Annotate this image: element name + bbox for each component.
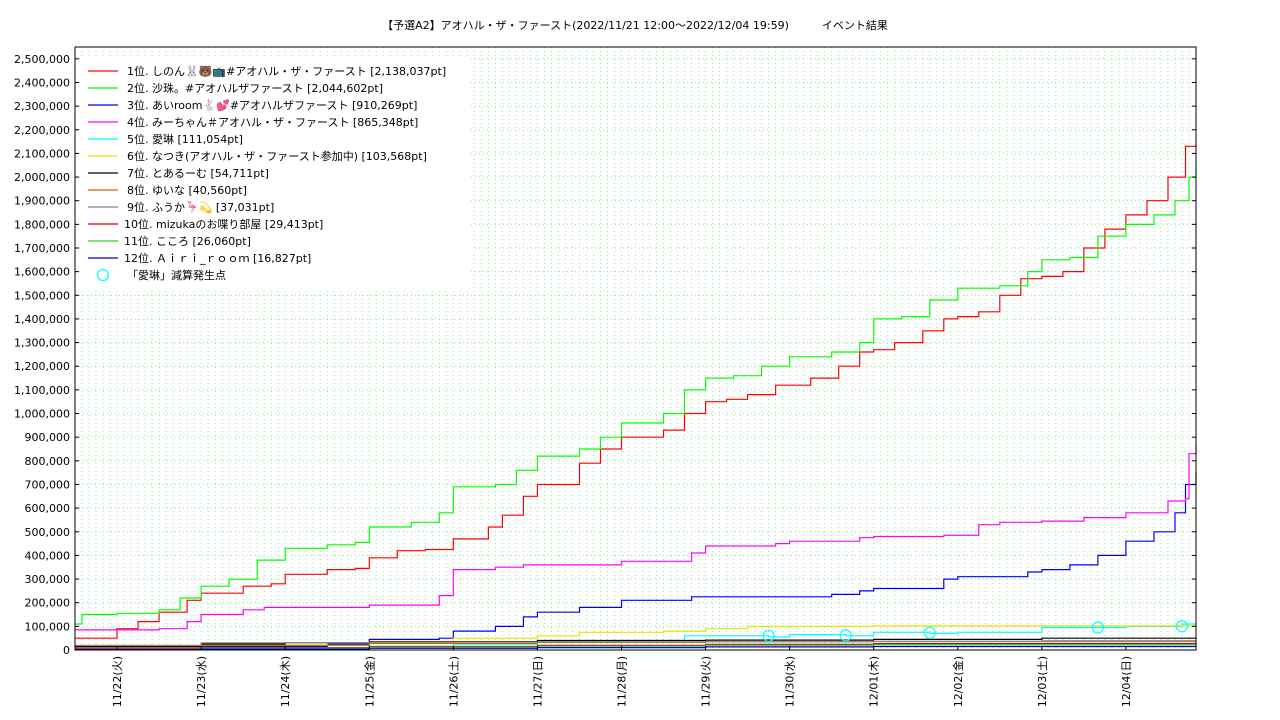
series-line-7 [75,637,1197,648]
x-tick-label: 11/28(月) [615,656,628,707]
y-tick-label: 0 [63,644,70,657]
legend-entry: 「愛琳」減算発生点 [127,268,226,282]
x-tick-label: 12/04(日) [1120,656,1133,707]
y-tick-label: 1,400,000 [14,313,70,326]
legend-entry: 12位. Ａｉｒｉ_ｒｏｏｍ [16,827pt] [124,251,311,265]
x-tick-label: 11/24(木) [279,656,292,707]
legend-entry: 8位. ゆいな [40,560pt] [127,183,247,197]
legend-entry: 1位. しのん🐰🐻📺#アオハル・ザ・ファースト [2,138,037pt] [127,64,446,78]
y-tick-label: 100,000 [25,620,71,633]
reduction-marker [1175,620,1189,633]
legend-entry: 4位. みーちゃん＃アオハル・ザ・ファースト [865,348pt] [127,115,418,129]
y-tick-label: 1,100,000 [14,384,70,397]
legend-entry: 10位. mizukaのお喋り部屋 [29,413pt] [124,217,323,231]
y-tick-label: 2,400,000 [14,76,70,89]
y-axis-ticks: 0 100,000 200,000 300,000 400,000 500,000 600,… [14,53,1196,657]
y-tick-label: 1,300,000 [14,337,70,350]
legend-entry: 9位. ふうか🦩💫 [37,031pt] [127,200,274,215]
y-tick-label: 1,700,000 [14,242,70,255]
legend-entry: 2位. 沙珠。#アオハルザファースト [2,044,602pt] [127,81,383,95]
series-line-9 [75,640,1197,646]
y-tick-label: 1,900,000 [14,195,70,208]
reduction-marker [839,629,852,642]
y-tick-label: 1,600,000 [14,266,70,279]
chart-title: 【予選A2】アオハル・ザ・ファースト(2022/11/21 12:00〜2022… [382,19,888,32]
x-tick-label: 11/29(火) [700,656,713,707]
series-line-4 [75,445,1197,631]
x-axis-ticks: 11/22(火) 11/23(水) 11/24(木) 11/25(金) 11/26(土)… [111,646,1133,707]
y-tick-label: 1,800,000 [14,218,70,231]
y-tick-label: 600,000 [25,502,71,515]
y-tick-label: 200,000 [25,597,71,610]
y-tick-label: 2,200,000 [14,124,70,137]
legend-entry: 6位. なつき(アオハル・ザ・ファースト参加中) [103,568pt] [127,149,427,163]
legend-entry: 11位. こころ [26,060pt] [124,234,251,248]
x-tick-label: 11/25(金) [362,656,376,707]
x-tick-label: 11/27(日) [531,656,544,707]
series-line-2 [75,166,1197,625]
series-line-6 [75,625,1197,650]
y-tick-label: 900,000 [25,431,71,444]
x-tick-label: 11/26(土) [447,656,460,707]
y-tick-label: 1,500,000 [14,289,70,302]
x-tick-label: 12/01(木) [868,656,881,707]
x-tick-label: 11/23(水) [195,656,208,707]
reduction-marker [923,626,936,639]
legend: 1位. しのん🐰🐻📺#アオハル・ザ・ファースト [2,138,037pt] 2位.… [80,58,470,290]
y-tick-label: 300,000 [25,573,71,586]
series-line-5 [75,623,1197,650]
reduction-marker [762,629,775,642]
y-tick-label: 2,100,000 [14,147,70,160]
legend-marker-swatch [96,268,110,282]
legend-entry: 7位. とあるーむ [54,711pt] [127,166,269,180]
x-tick-label: 11/30(水) [784,656,797,707]
x-tick-label: 12/02(金) [951,656,965,707]
y-tick-label: 2,500,000 [14,53,70,66]
y-tick-label: 1,200,000 [14,360,70,373]
y-tick-label: 2,300,000 [14,100,70,113]
y-tick-label: 1,000,000 [14,408,70,421]
reduction-markers [762,620,1189,642]
legend-entry: 3位. あいroom🐇💕#アオハルザファースト [910,269pt] [127,98,417,112]
legend-box [80,58,470,290]
y-tick-label: 2,000,000 [14,171,70,184]
legend-entry: 5位. 愛琳 [111,054pt] [127,132,243,146]
x-tick-label: 11/22(火) [111,656,124,707]
series-line-3 [75,472,1197,649]
reduction-marker [1091,621,1105,634]
x-tick-label: 12/03(土) [1036,656,1049,707]
y-tick-label: 500,000 [25,526,71,539]
y-tick-label: 400,000 [25,549,71,562]
y-tick-label: 800,000 [25,455,71,468]
y-tick-label: 700,000 [25,478,71,491]
plot-frame [74,46,1197,651]
